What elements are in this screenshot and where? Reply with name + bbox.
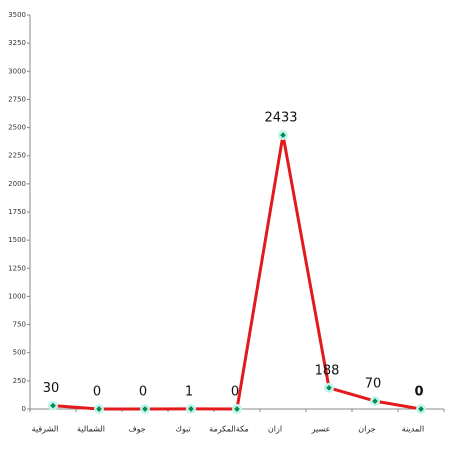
marker — [96, 406, 102, 412]
x-tick-label: تبوك — [175, 425, 190, 434]
y-tick-label: 2750 — [8, 95, 26, 103]
y-tick-label: 3500 — [8, 11, 26, 19]
marker — [234, 406, 240, 412]
value-label: 0 — [139, 385, 147, 400]
value-label: 0 — [231, 385, 239, 400]
value-label: 30 — [43, 381, 60, 396]
y-tick-label: 2250 — [8, 152, 26, 160]
value-label: 2433 — [264, 111, 297, 126]
marker — [418, 406, 424, 412]
y-tick-label: 500 — [13, 349, 26, 357]
x-tick-label: مكةالمكرمة — [209, 425, 249, 434]
value-label: 0 — [93, 385, 101, 400]
marker — [142, 406, 148, 412]
y-tick-label: 0 — [22, 405, 26, 413]
value-label: 1 — [185, 384, 193, 399]
y-tick-label: 250 — [13, 377, 26, 385]
marker — [188, 406, 194, 412]
y-tick-label: 1250 — [8, 264, 26, 272]
marker — [372, 398, 378, 404]
y-tick-label: 1750 — [8, 208, 26, 216]
y-tick-label: 2000 — [8, 180, 26, 188]
line — [52, 133, 422, 411]
x-tick-label: جران — [358, 425, 376, 434]
x-tick-label: الشرقية — [32, 425, 59, 434]
marker — [280, 132, 286, 138]
value-label: 70 — [365, 377, 382, 392]
value-label: 0 — [414, 385, 423, 400]
x-tick-label: عسير — [311, 425, 331, 434]
y-tick-label: 1000 — [8, 292, 26, 300]
y-tick-label: 1500 — [8, 236, 26, 244]
y-tick-label: 2500 — [8, 124, 26, 132]
y-tick-label: 3250 — [8, 39, 26, 47]
x-tick-label: جوف — [128, 425, 145, 434]
y-tick-label: 3000 — [8, 67, 26, 75]
x-tick-label: الشمالية — [77, 425, 105, 434]
x-tick-label: ازان — [268, 425, 282, 434]
marker — [326, 385, 332, 391]
value-label: 188 — [315, 363, 340, 378]
x-tick-label: المدينة — [402, 425, 424, 434]
y-tick-label: 750 — [13, 321, 26, 329]
